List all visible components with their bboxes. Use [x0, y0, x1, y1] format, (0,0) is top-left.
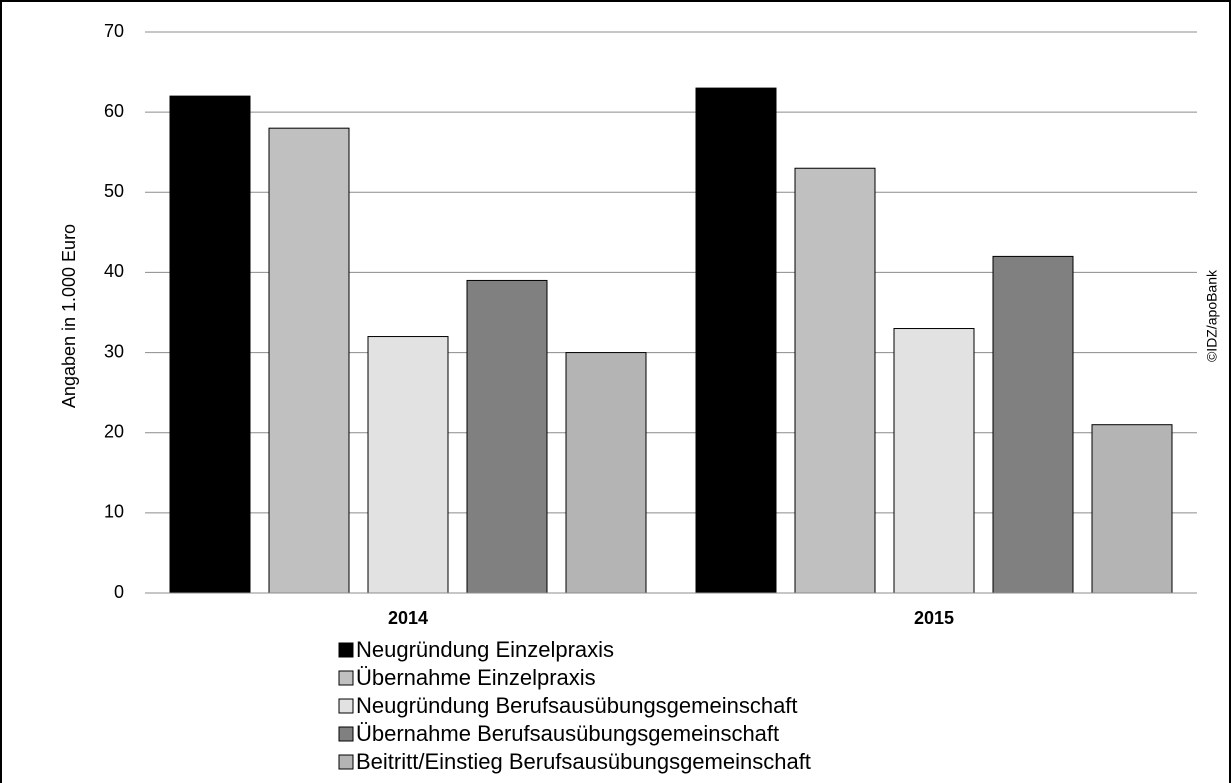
legend-label: Neugründung Einzelpraxis	[356, 637, 614, 662]
x-tick-label: 2015	[914, 608, 954, 628]
y-tick-label: 50	[104, 181, 124, 201]
bar	[466, 279, 548, 594]
bar	[268, 127, 350, 594]
legend-label: Beitritt/Einstieg Berufsausübungsgemeins…	[356, 749, 811, 774]
legend-label: Übernahme Berufsausübungsgemeinschaft	[356, 721, 779, 746]
y-tick-label: 0	[114, 582, 124, 602]
y-tick-label: 10	[104, 502, 124, 522]
x-tick-label: 2014	[388, 608, 428, 628]
bar	[1091, 424, 1173, 594]
legend-label: Neugründung Berufsausübungsgemeinschaft	[356, 693, 798, 718]
legend-swatch	[338, 642, 354, 658]
bar	[992, 255, 1074, 594]
y-tick-label: 20	[104, 421, 124, 441]
legend-swatch	[338, 670, 354, 686]
legend-swatch	[338, 698, 354, 714]
y-tick-label: 70	[104, 21, 124, 41]
bar	[367, 336, 449, 594]
y-tick-label: 30	[104, 341, 124, 361]
bar	[893, 328, 975, 594]
legend-label: Übernahme Einzelpraxis	[356, 665, 596, 690]
bar	[565, 352, 647, 594]
bar	[695, 87, 777, 594]
y-axis-label: Angaben in 1.000 Euro	[59, 224, 79, 408]
bar	[794, 167, 876, 594]
y-tick-label: 40	[104, 261, 124, 281]
legend-swatch	[338, 726, 354, 742]
copyright: ©IDZ/apoBank	[1204, 269, 1220, 362]
y-tick-label: 60	[104, 101, 124, 121]
legend-swatch	[338, 754, 354, 770]
bar	[169, 95, 251, 594]
